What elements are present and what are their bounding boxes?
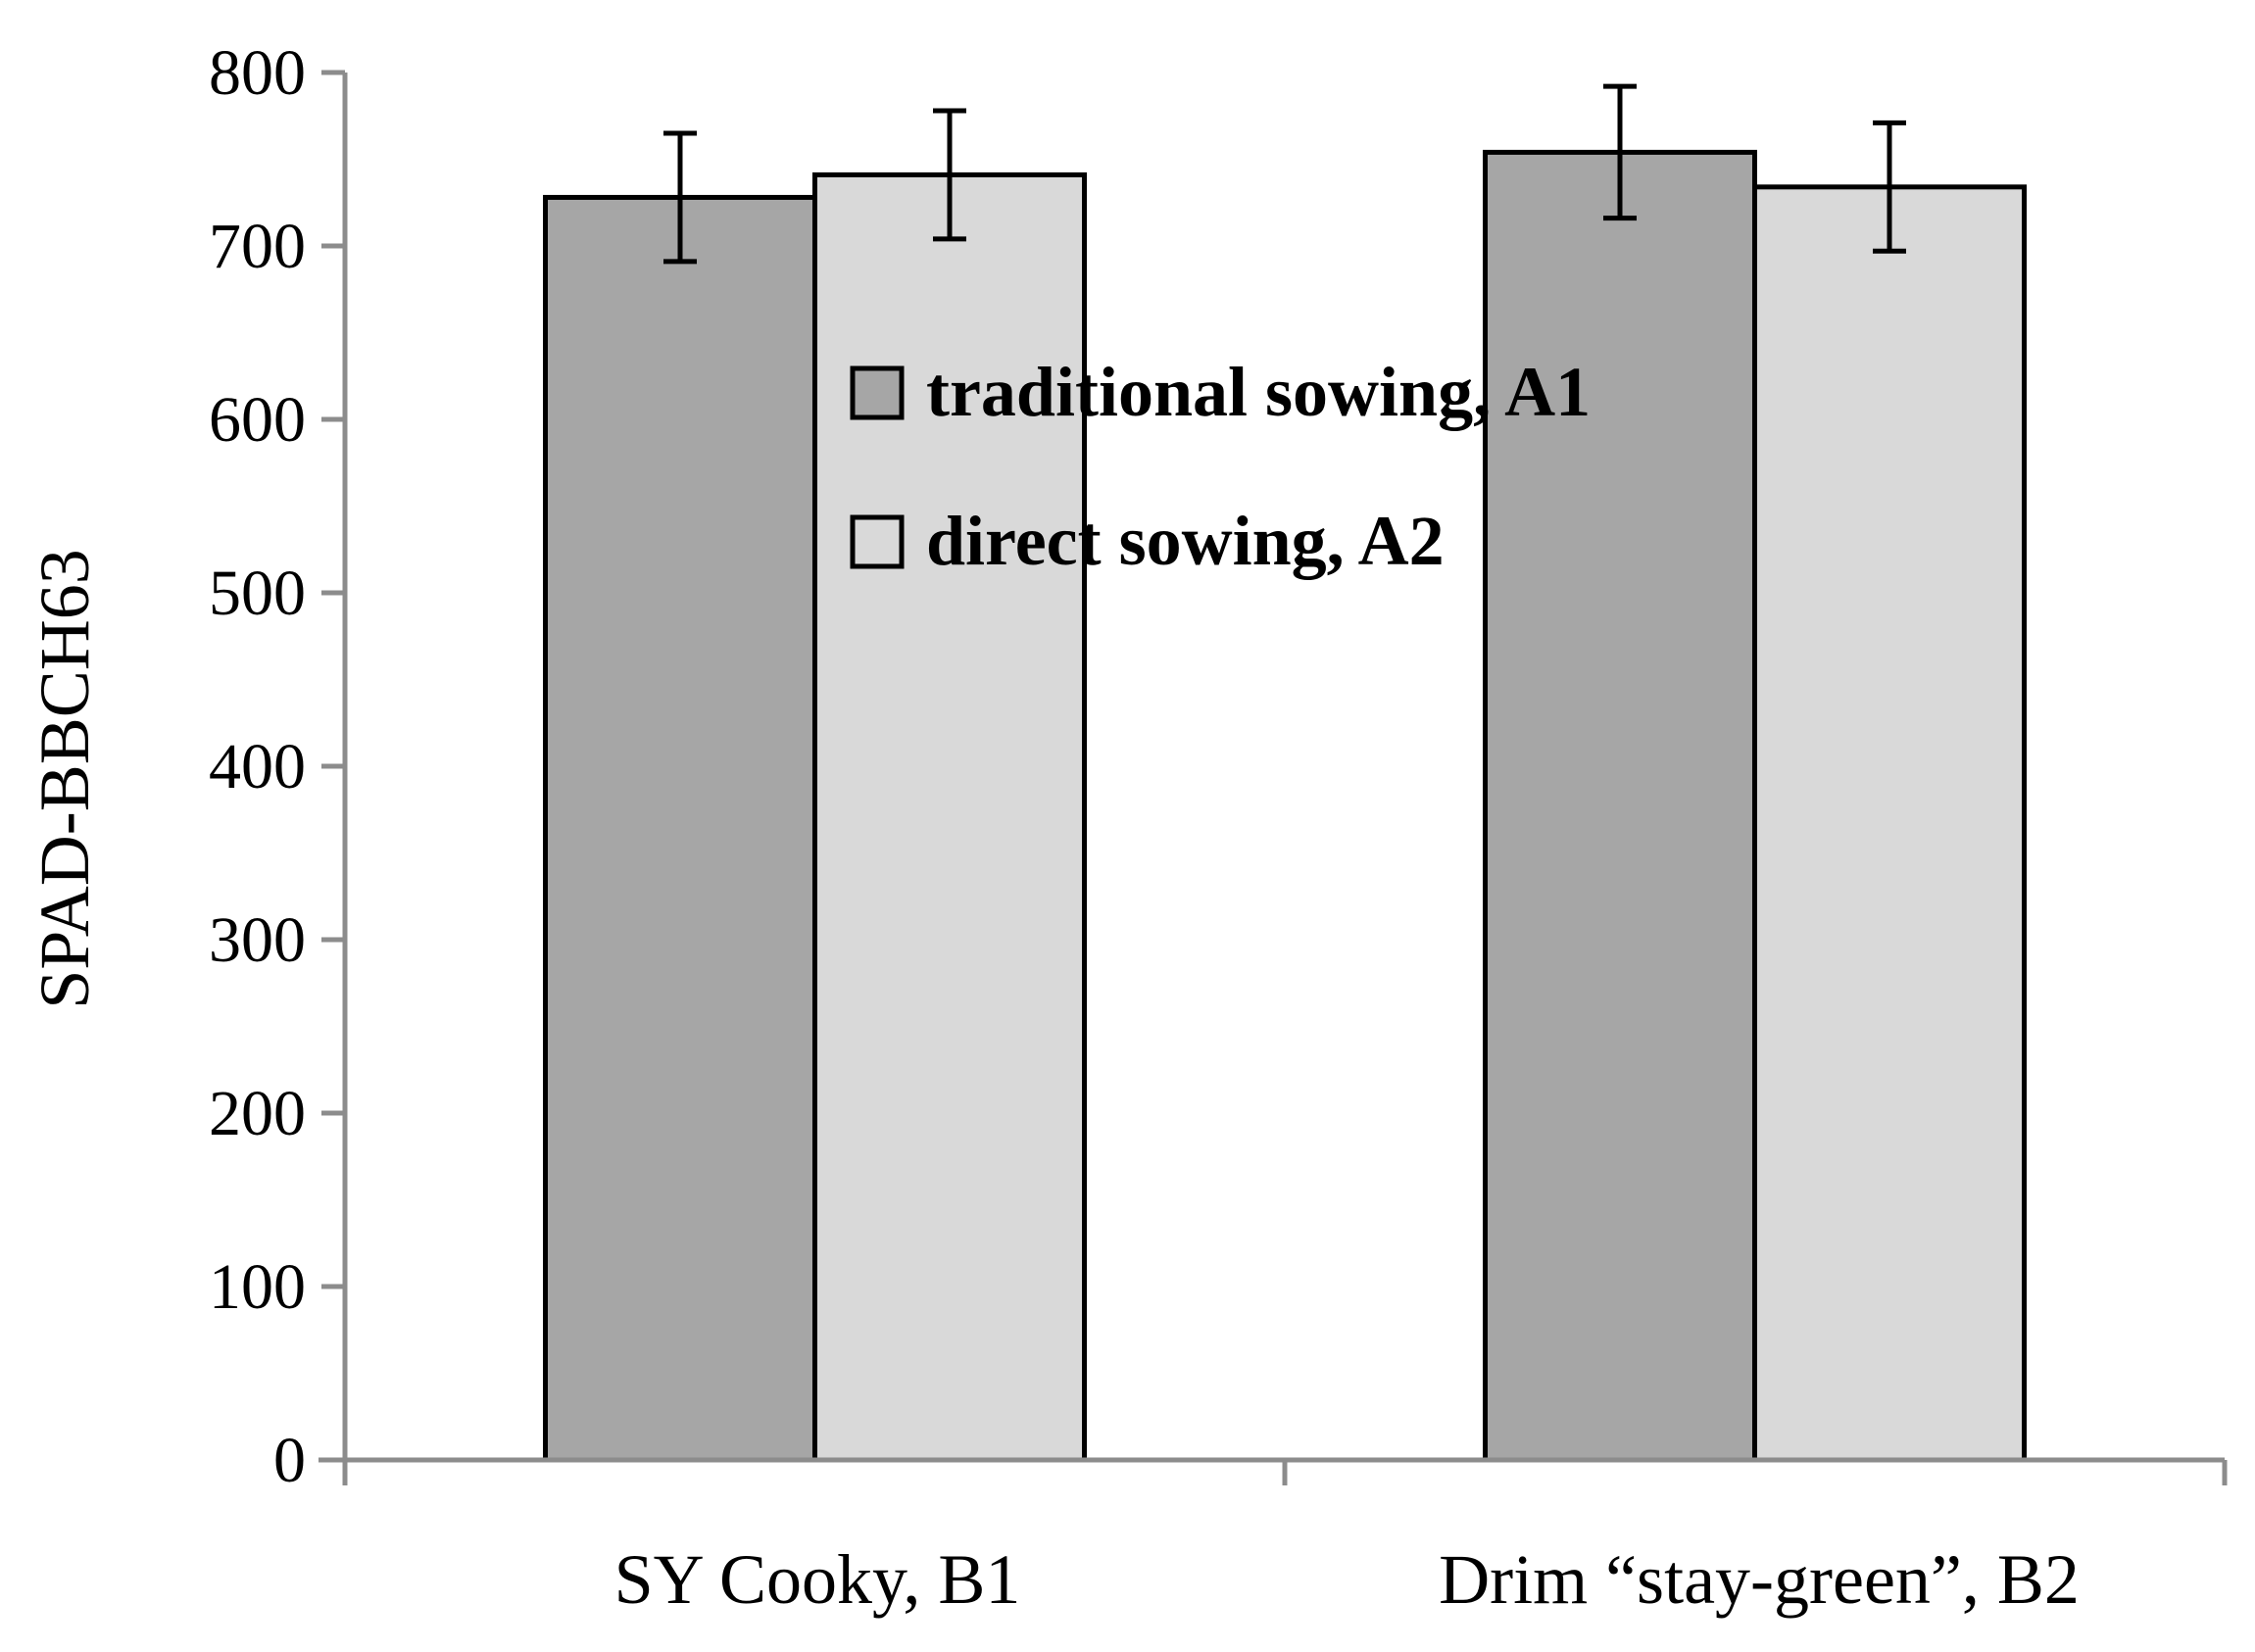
y-axis-ticks: 0 100 200 300 400 500 600 700 800 [209,37,345,1496]
legend-label-direct-sowing: direct sowing, A2 [926,502,1445,580]
y-tick-label-600: 600 [209,384,306,456]
y-tick-label-200: 200 [209,1078,306,1149]
legend: traditional sowing, A1 direct sowing, A2 [850,353,1591,580]
legend-swatch-traditional-sowing [850,365,905,420]
category-label-1: SY Cooky, B1 [614,1540,1021,1619]
bar-1-2 [1483,149,1757,1463]
legend-swatch-direct-sowing [850,514,905,569]
category-label-2: Drim “stay-green”, B2 [1439,1540,2080,1619]
y-tick-label-700: 700 [209,211,306,282]
y-tick-label-100: 100 [209,1251,306,1323]
y-axis-title: SPAD-BBCH63 [25,549,104,1009]
y-tick-label-400: 400 [209,731,306,802]
y-tick-label-300: 300 [209,904,306,976]
y-tick-label-0: 0 [273,1425,306,1496]
x-axis-ticks [342,1460,2228,1485]
error-bars-group [663,83,1906,265]
bar-1-1 [543,194,817,1463]
y-tick-label-800: 800 [209,37,306,109]
legend-label-traditional-sowing: traditional sowing, A1 [926,353,1591,431]
bar-2-2 [1752,184,2027,1463]
bars-group [543,149,2027,1463]
y-tick-label-500: 500 [209,558,306,629]
